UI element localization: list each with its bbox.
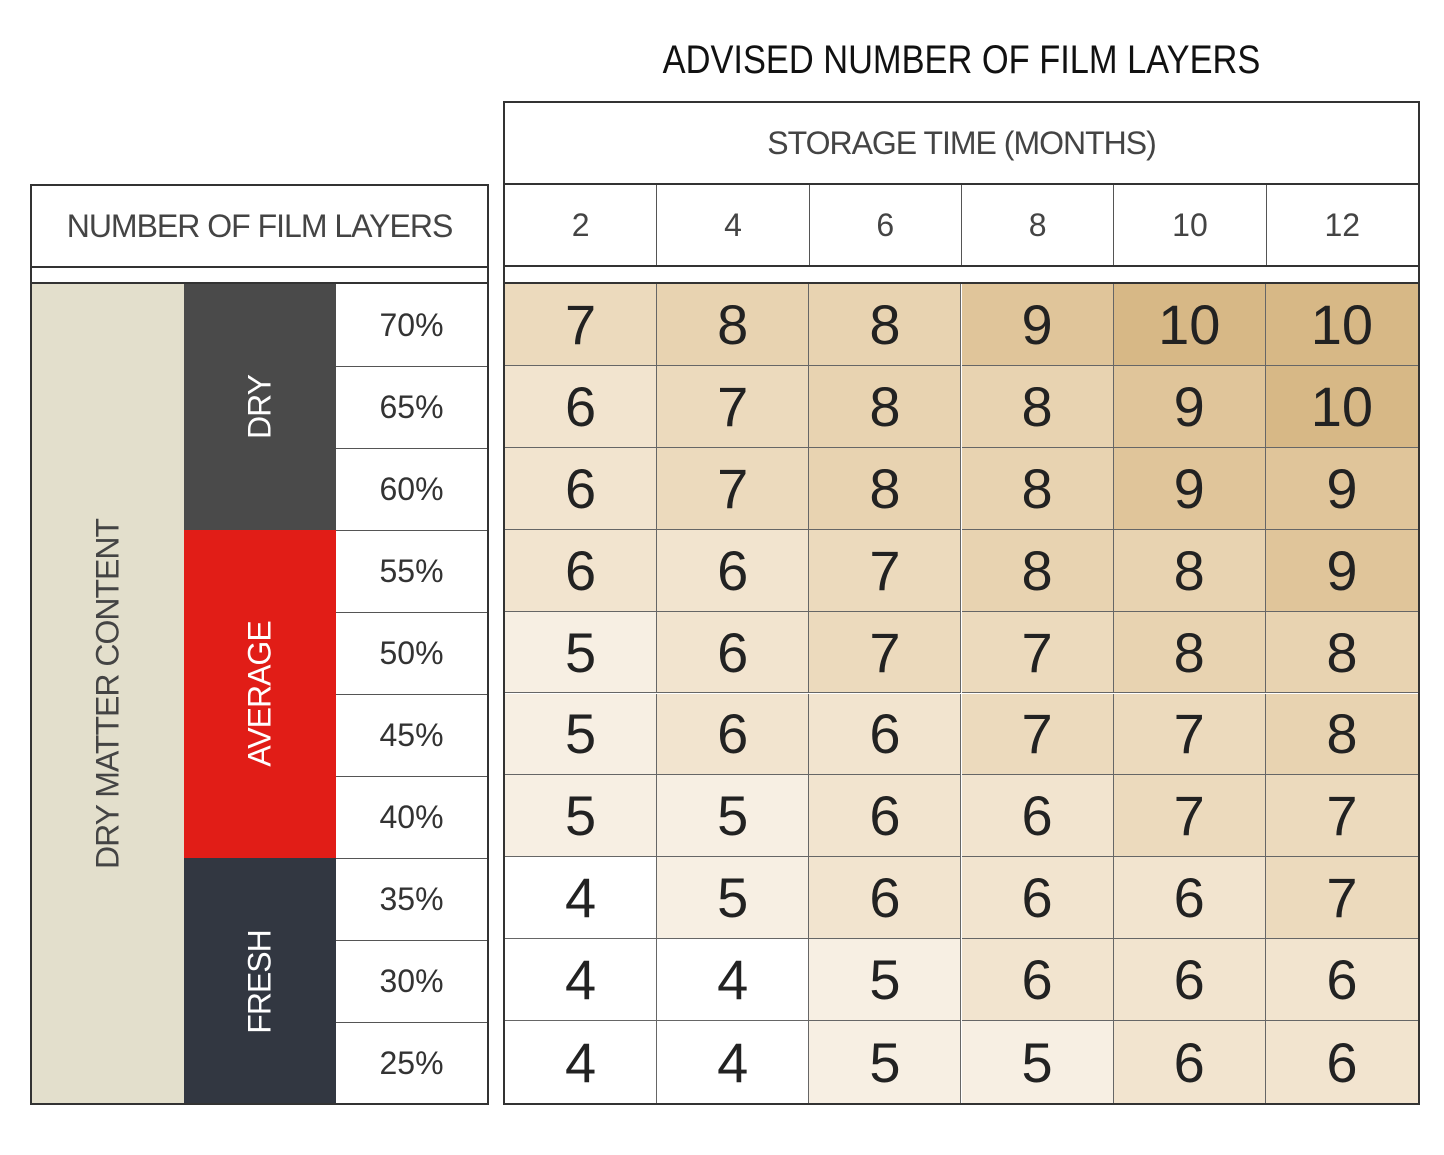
cell-r5-c1: 6 [657, 693, 810, 776]
cell-r9-c4: 6 [1113, 1021, 1266, 1103]
cell-r3-c5: 9 [1265, 529, 1418, 612]
cell-r6-c1: 5 [657, 775, 810, 858]
cell-r9-c3: 5 [961, 1021, 1114, 1103]
cell-r5-c5: 8 [1265, 693, 1418, 776]
band-dry: DRY [184, 284, 336, 530]
cell-r4-c1: 6 [657, 611, 810, 694]
cell-r0-c5: 10 [1265, 284, 1418, 366]
row-label-60pct: 60% [336, 448, 487, 530]
cell-r3-c3: 8 [961, 529, 1114, 612]
cell-r4-c4: 8 [1113, 611, 1266, 694]
cell-r5-c0: 5 [505, 693, 658, 776]
row-labels-panel: DRY MATTER CONTENT DRY AVERAGE FRESH 70%… [30, 282, 489, 1105]
header-spacer-left [30, 266, 489, 282]
cell-r3-c0: 6 [505, 529, 658, 612]
cell-r8-c0: 4 [505, 939, 658, 1022]
storage-time-header: STORAGE TIME (MONTHS) [503, 101, 1420, 185]
cell-r6-c5: 7 [1265, 775, 1418, 858]
cell-r0-c2: 8 [809, 284, 962, 366]
cell-r0-c3: 9 [961, 284, 1114, 366]
cell-r9-c5: 6 [1265, 1021, 1418, 1103]
cell-r5-c3: 7 [961, 693, 1114, 776]
cell-r7-c4: 6 [1113, 857, 1266, 940]
cell-r6-c0: 5 [505, 775, 658, 858]
column-header-2: 2 [571, 206, 590, 243]
cell-r7-c5: 7 [1265, 857, 1418, 940]
cell-r9-c2: 5 [809, 1021, 962, 1103]
cell-r7-c0: 4 [505, 857, 658, 940]
cell-r2-c1: 7 [657, 447, 810, 530]
row-label-70pct: 70% [379, 306, 444, 343]
cell-r1-c0: 6 [505, 365, 658, 448]
cell-r7-c1: 5 [657, 857, 810, 940]
column-header-6: 6 [808, 185, 961, 265]
cell-r2-c3: 8 [961, 447, 1114, 530]
cell-r4-c3: 7 [961, 611, 1114, 694]
heatmap-body: 7 8 8 9 10 10 6 7 8 8 9 10 6 7 8 8 9 9 6 6 7 8 8 9 5 6 7 7 8 8 5 6 6 7 7 8 5… [503, 282, 1420, 1105]
cell-r1-c3: 8 [961, 365, 1114, 448]
cell-r7-c2: 6 [809, 857, 962, 940]
row-label-55pct: 55% [336, 530, 487, 612]
cell-r8-c2: 5 [809, 939, 962, 1022]
cell-r3-c1: 6 [657, 529, 810, 612]
column-header-12: 12 [1265, 185, 1418, 265]
row-label-35pct: 35% [336, 858, 487, 940]
header-spacer-right [503, 266, 1420, 282]
cell-r4-c0: 5 [505, 611, 658, 694]
row-label-50pct: 50% [336, 612, 487, 694]
band-fresh-label: FRESH [241, 929, 278, 1034]
cell-r8-c1: 4 [657, 939, 810, 1022]
dry-matter-content-label: DRY MATTER CONTENT [32, 284, 184, 1103]
cell-r2-c2: 8 [809, 447, 962, 530]
dry-matter-content-text: DRY MATTER CONTENT [89, 518, 126, 869]
band-dry-label: DRY [241, 375, 278, 439]
cell-r9-c0: 4 [505, 1021, 658, 1103]
cell-r0-c0: 7 [505, 284, 658, 366]
band-average-label: AVERAGE [241, 621, 278, 767]
cell-r8-c4: 6 [1113, 939, 1266, 1022]
cell-r1-c4: 9 [1113, 365, 1266, 448]
cell-r6-c2: 6 [809, 775, 962, 858]
row-label-65pct: 65% [336, 366, 487, 448]
cell-r2-c0: 6 [505, 447, 658, 530]
cell-r3-c2: 7 [809, 529, 962, 612]
cell-r1-c2: 8 [809, 365, 962, 448]
cell-r8-c3: 6 [961, 939, 1114, 1022]
cell-r0-c1: 8 [657, 284, 810, 366]
heatmap-grid: 7 8 8 9 10 10 6 7 8 8 9 10 6 7 8 8 9 9 6 6 7 8 8 9 5 6 7 7 8 8 5 6 6 7 7 8 5… [505, 284, 1418, 1103]
cell-r3-c4: 8 [1113, 529, 1266, 612]
row-label-30pct: 30% [336, 940, 487, 1022]
cell-r4-c5: 8 [1265, 611, 1418, 694]
cell-r1-c5: 10 [1265, 365, 1418, 448]
cell-r6-c3: 6 [961, 775, 1114, 858]
cell-r1-c1: 7 [657, 365, 810, 448]
cell-r9-c1: 4 [657, 1021, 810, 1103]
band-fresh: FRESH [184, 858, 336, 1103]
row-label-45pct: 45% [336, 694, 487, 776]
cell-r5-c4: 7 [1113, 693, 1266, 776]
band-average: AVERAGE [184, 530, 336, 858]
cell-r0-c4: 10 [1113, 284, 1266, 366]
cell-r4-c2: 7 [809, 611, 962, 694]
row-label-25pct: 25% [336, 1022, 487, 1103]
cell-r7-c3: 6 [961, 857, 1114, 940]
column-header-4: 4 [656, 185, 808, 265]
row-label-40pct: 40% [336, 776, 487, 858]
cell-r2-c5: 9 [1265, 447, 1418, 530]
column-header-8: 8 [960, 185, 1113, 265]
cell-r8-c5: 6 [1265, 939, 1418, 1022]
cell-r6-c4: 7 [1113, 775, 1266, 858]
film-layers-header: NUMBER OF FILM LAYERS [30, 184, 489, 268]
column-headers: 2 4 6 8 10 12 [503, 183, 1420, 267]
cell-r2-c4: 9 [1113, 447, 1266, 530]
page-title: ADVISED NUMBER OF FILM LAYERS [662, 38, 1261, 82]
column-header-10: 10 [1113, 185, 1265, 265]
cell-r5-c2: 6 [809, 693, 962, 776]
